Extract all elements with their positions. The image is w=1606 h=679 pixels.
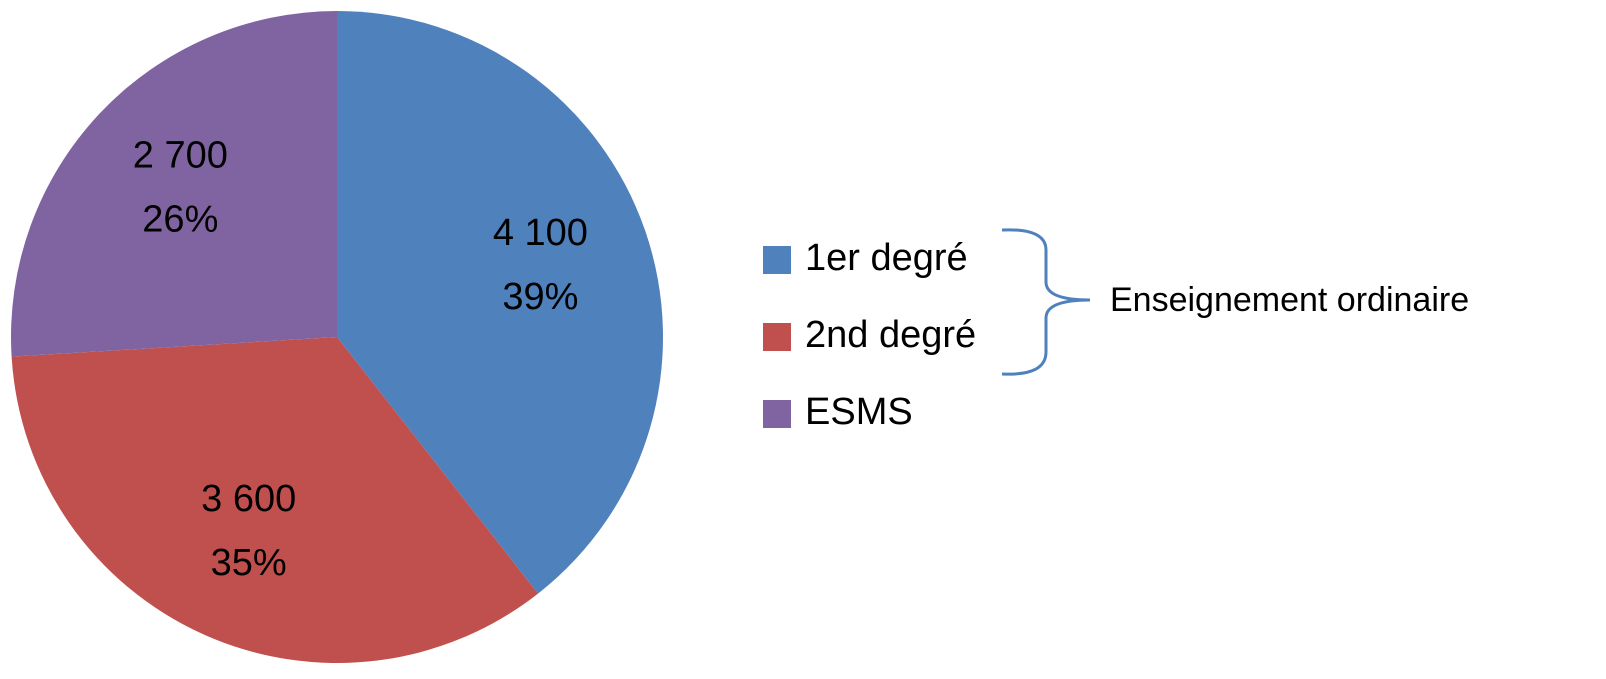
percentage-label: 35%	[211, 542, 287, 584]
pie-slice	[11, 337, 539, 664]
brace	[1001, 228, 1091, 376]
legend-swatch	[763, 323, 791, 351]
pie-slice	[337, 11, 663, 594]
legend-label: ESMS	[805, 391, 913, 433]
legend-label: 1er degré	[805, 237, 968, 279]
legend-swatch	[763, 246, 791, 274]
legend-swatch	[763, 400, 791, 428]
pie-slice	[10, 11, 337, 357]
annotation: Enseignement ordinaire	[1110, 281, 1469, 319]
value-label: 2 700	[133, 135, 228, 177]
percentage-label: 26%	[142, 199, 218, 241]
percentage-label: 39%	[502, 276, 578, 318]
value-label: 4 100	[493, 212, 588, 254]
value-label: 3 600	[201, 478, 296, 520]
legend-label: 2nd degré	[805, 314, 976, 356]
